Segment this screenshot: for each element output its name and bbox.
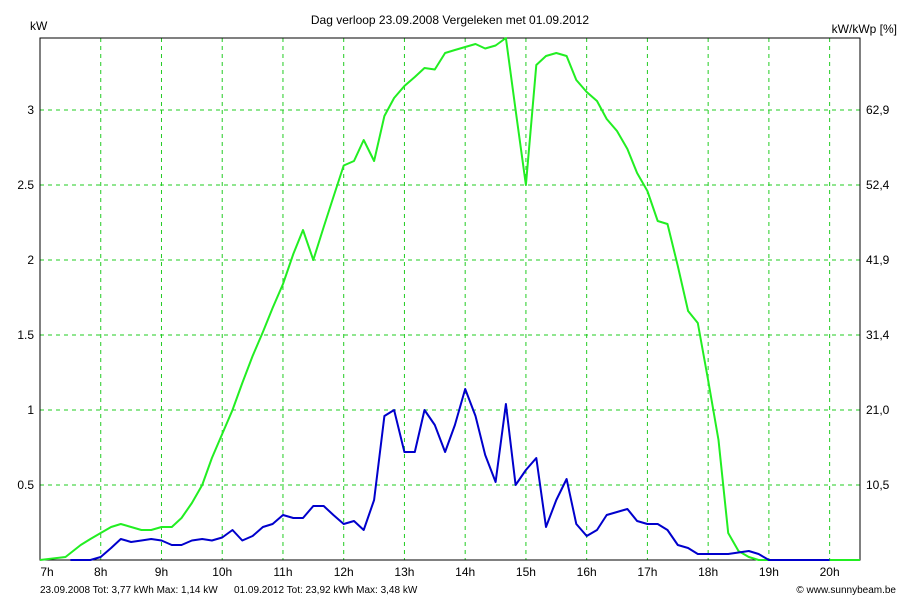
y-left-tick-label: 1 — [27, 403, 34, 417]
x-tick-label: 11h — [273, 565, 292, 579]
x-tick-label: 10h — [212, 565, 232, 579]
x-tick-label: 19h — [759, 565, 779, 579]
credit-text: © www.sunnybeam.be — [796, 585, 896, 596]
y-right-tick-label: 10,5 — [866, 478, 890, 492]
x-tick-label: 16h — [577, 565, 597, 579]
y-axis-right-label: kW/kWp [%] — [832, 22, 897, 36]
series-line-2012 — [39, 37, 860, 561]
x-tick-label: 8h — [94, 565, 107, 579]
x-tick-label: 18h — [698, 565, 718, 579]
y-left-tick-label: 0.5 — [17, 478, 34, 492]
x-tick-label: 7h — [40, 565, 53, 579]
y-left-tick-label: 2 — [27, 253, 34, 267]
y-axis-left-label: kW — [30, 19, 48, 33]
legend-entry-2012: 01.09.2012 Tot: 23,92 kWh Max: 3,48 kW — [234, 585, 418, 596]
y-left-tick-label: 2.5 — [17, 178, 34, 192]
x-tick-label: 12h — [334, 565, 354, 579]
x-tick-label: 17h — [637, 565, 657, 579]
y-right-tick-label: 52,4 — [866, 178, 890, 192]
y-right-tick-label: 41,9 — [866, 253, 890, 267]
y-left-tick-label: 1.5 — [17, 328, 34, 342]
grid — [40, 38, 860, 560]
chart-title: Dag verloop 23.09.2008 Vergeleken met 01… — [311, 13, 590, 27]
axis-ticks: 7h 8h 9h 10h 11h 12h 13h 14h 15h 16h 17h 18h 19h 20h 0… — [17, 103, 889, 579]
x-tick-label: 15h — [516, 565, 536, 579]
series-line-2008 — [70, 388, 830, 561]
y-right-tick-label: 21,0 — [866, 403, 890, 417]
x-tick-label: 14h — [455, 565, 475, 579]
y-left-tick-label: 3 — [27, 103, 34, 117]
x-tick-label: 13h — [394, 565, 414, 579]
legend-entry-2008: 23.09.2008 Tot: 3,77 kWh Max: 1,14 kW — [40, 585, 218, 596]
x-tick-label: 9h — [155, 565, 168, 579]
plot-frame — [39, 37, 861, 561]
x-tick-label: 20h — [820, 565, 840, 579]
y-right-tick-label: 62,9 — [866, 103, 890, 117]
series-group — [39, 37, 860, 561]
y-right-tick-label: 31,4 — [866, 328, 890, 342]
